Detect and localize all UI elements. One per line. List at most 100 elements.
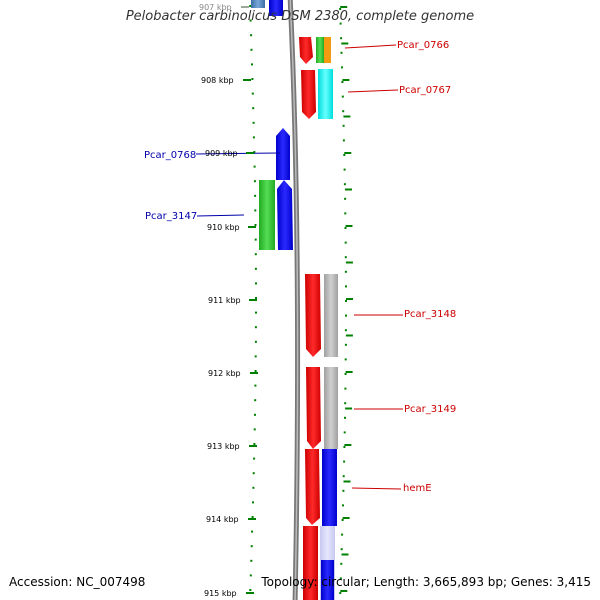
genome-backbone-highlight (289, 0, 299, 600)
gene-feature-green-small[interactable] (316, 37, 324, 63)
track-dot (339, 592, 342, 594)
track-dot (344, 343, 347, 346)
track-dot (250, 545, 253, 548)
gene-feature-bottom-blue[interactable] (321, 560, 334, 600)
gene-feature-pcar-3148[interactable] (305, 274, 321, 357)
track-dot (254, 238, 257, 241)
track-dot (345, 300, 347, 302)
track-dot (252, 501, 254, 504)
track-dot (249, 589, 252, 591)
gene-feature-orange-small[interactable] (324, 37, 331, 63)
track-dot (344, 241, 347, 244)
track-dot (251, 63, 253, 66)
track-dot (254, 253, 257, 256)
label-leaders (195, 44, 403, 490)
gene-feature-cyan[interactable] (318, 69, 333, 119)
outer-tick (345, 225, 353, 227)
gene-label-heme[interactable]: hemE (403, 483, 432, 494)
axis-tick (249, 445, 257, 447)
gene-label-pcar-0766[interactable]: Pcar_0766 (397, 40, 449, 51)
track-dot (344, 416, 346, 419)
axis-tick (246, 592, 254, 594)
track-dot (255, 311, 257, 314)
track-dot (255, 297, 257, 299)
track-dot (254, 267, 257, 270)
track-dot (341, 519, 344, 521)
track-dot (341, 533, 344, 536)
track-dot (339, 577, 342, 580)
gene-feature-pcar-3149[interactable] (306, 367, 321, 449)
track-dot (253, 165, 256, 168)
gene-label-pcar-3147[interactable]: Pcar_3147 (145, 211, 197, 222)
accession-text: Accession: NC_007498 (9, 575, 146, 589)
track-dot (253, 151, 256, 153)
gene-label-pcar-3149[interactable]: Pcar_3149 (404, 404, 456, 415)
track-dot (343, 446, 346, 448)
gene-feature-pcar-3147-green[interactable] (259, 180, 275, 250)
gene-label-pcar-0768[interactable]: Pcar_0768 (144, 150, 196, 161)
outer-tick (343, 115, 351, 118)
track-dot (250, 559, 253, 562)
axis-tick (249, 299, 257, 301)
track-dot (252, 472, 255, 475)
track-dot (252, 121, 255, 124)
track-dot (253, 180, 256, 183)
outer-tick (344, 152, 352, 154)
track-dot (344, 358, 347, 361)
track-dot (342, 504, 344, 507)
axis-ticks (241, 6, 258, 594)
track-dot (254, 326, 257, 329)
track-dot (254, 194, 257, 197)
track-dot (340, 548, 343, 551)
track-dot (341, 95, 344, 98)
track-dot (254, 399, 257, 402)
track-dot (341, 81, 344, 83)
gene-feature-pcar-3147[interactable] (277, 180, 293, 250)
tick-track-dots (249, 5, 347, 594)
track-dot (344, 227, 347, 229)
outer-tick (345, 407, 353, 410)
track-dot (254, 355, 257, 358)
gene-feature-heme[interactable] (305, 449, 320, 525)
gene-feature-pcar-0767[interactable] (301, 70, 316, 119)
outer-ticks (340, 6, 353, 592)
outer-tick (340, 590, 348, 592)
gene-label-pcar-0767[interactable]: Pcar_0767 (399, 85, 451, 96)
outer-tick (345, 261, 353, 264)
tick-label: 911 kbp (208, 296, 241, 305)
track-dot (340, 51, 343, 54)
track-dot (249, 5, 252, 7)
tick-label: 909 kbp (205, 149, 238, 158)
gene-feature-pcar-0768[interactable] (276, 128, 290, 180)
gene-feature-grey-3149[interactable] (324, 367, 338, 449)
track-dot (344, 373, 347, 375)
track-dot (343, 183, 346, 186)
gene-feature-partial-steel[interactable] (251, 0, 265, 8)
leader-pcar-3147 (196, 214, 245, 217)
track-dot (250, 34, 253, 37)
track-dot (249, 19, 252, 22)
outer-tick (340, 6, 348, 8)
gene-feature-pcar-0766[interactable] (299, 37, 313, 64)
map-title: Pelobacter carbinolicus DSM 2380, comple… (125, 9, 475, 24)
leader-heme (351, 487, 402, 490)
outer-tick (345, 371, 353, 373)
outer-tick (341, 42, 349, 45)
track-dot (344, 270, 347, 273)
gene-feature-bottom-red[interactable] (303, 526, 318, 600)
axis-tick (246, 152, 254, 154)
track-dot (343, 168, 346, 171)
track-dot (339, 8, 342, 10)
track-dot (253, 443, 256, 445)
gene-label-pcar-3148[interactable]: Pcar_3148 (404, 309, 456, 320)
track-dot (342, 475, 345, 478)
track-dot (251, 92, 254, 95)
gene-feature-heme-blue[interactable] (322, 449, 337, 526)
track-dot (341, 66, 343, 69)
track-dot (339, 22, 342, 25)
gene-feature-partial-blue[interactable] (269, 0, 283, 16)
gene-features (251, 0, 338, 600)
gene-feature-grey-3148[interactable] (324, 274, 338, 357)
track-dot (253, 457, 256, 460)
